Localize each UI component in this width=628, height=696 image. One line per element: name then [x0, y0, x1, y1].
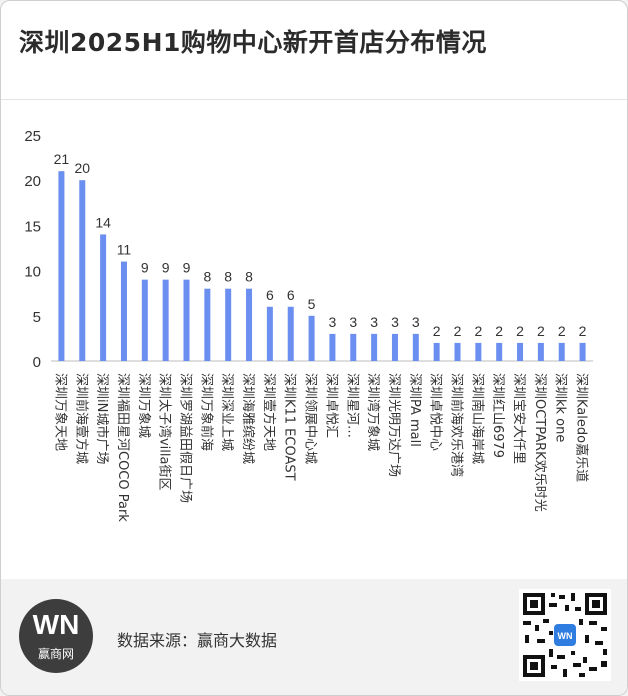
- bar: [433, 342, 440, 361]
- bar: [100, 234, 107, 361]
- bar: [475, 342, 482, 361]
- title-divider: [1, 99, 627, 100]
- bar: [266, 306, 273, 361]
- x-tick-label: 深圳PA mall: [407, 373, 422, 447]
- bar: [537, 342, 544, 361]
- data-label: 2: [558, 323, 566, 339]
- svg-text:WN: WN: [558, 631, 573, 641]
- data-label: 20: [74, 160, 90, 176]
- x-tick-label: 深圳星河…: [344, 373, 359, 438]
- data-label: 5: [308, 296, 316, 312]
- data-label: 6: [287, 287, 295, 303]
- bar: [162, 279, 169, 361]
- data-label: 2: [579, 323, 587, 339]
- x-tick-label: 深圳K11 ECOAST: [282, 373, 297, 481]
- x-tick-label: 深圳海雅缤纷城: [240, 373, 256, 464]
- x-tick-label: 深圳领展中心城: [303, 373, 318, 464]
- bar: [120, 261, 127, 361]
- x-tick-label: 深圳湾万象城: [365, 373, 381, 451]
- data-label: 9: [162, 260, 170, 276]
- data-label: 14: [95, 214, 111, 230]
- data-label: 9: [183, 260, 191, 276]
- data-label: 3: [349, 314, 357, 330]
- x-tick-label: 深圳壹方天地: [261, 373, 277, 451]
- bar-chart: 051015202521深圳万象天地20深圳前海壹方城14深圳iN城市广场11深…: [24, 128, 593, 522]
- x-tick-label: 深圳卓悦中心: [428, 373, 443, 451]
- bar: [391, 333, 398, 361]
- bar: [454, 342, 461, 361]
- bar: [79, 180, 86, 361]
- x-tick-label: 深圳南山海岸城: [469, 373, 485, 464]
- page-title: 深圳2025H1购物中心新开首店分布情况: [19, 28, 487, 57]
- bar: [371, 333, 378, 361]
- bar: [204, 288, 211, 361]
- qr-code-icon: WN: [519, 589, 611, 681]
- bar: [141, 279, 148, 361]
- x-tick-label: 深圳Kaledo嘉乐道: [574, 373, 589, 482]
- x-tick-label: 深圳前海欢乐港湾: [449, 373, 465, 477]
- x-tick-label: 深圳kk one: [553, 373, 568, 442]
- bar: [579, 342, 586, 361]
- y-tick-label: 25: [24, 128, 41, 145]
- winshang-logo: WN 赢商网: [19, 599, 93, 673]
- data-label: 8: [245, 269, 253, 285]
- data-label: 3: [329, 314, 337, 330]
- data-label: 3: [412, 314, 420, 330]
- y-tick-label: 5: [33, 309, 41, 326]
- y-tick-label: 15: [24, 218, 41, 235]
- data-label: 2: [433, 323, 441, 339]
- bar: [558, 342, 565, 361]
- bar: [517, 342, 524, 361]
- data-label: 8: [224, 269, 232, 285]
- data-label: 6: [266, 287, 274, 303]
- data-label: 8: [203, 269, 211, 285]
- bar: [308, 315, 315, 361]
- x-tick-label: 深圳万象前海: [198, 373, 214, 451]
- data-label: 21: [54, 151, 70, 167]
- x-tick-label: 深圳深业上城: [219, 373, 234, 451]
- y-tick-label: 10: [24, 264, 41, 281]
- x-tick-label: 深圳宝安大仟里: [511, 373, 526, 464]
- data-label: 3: [391, 314, 399, 330]
- bar: [329, 333, 336, 361]
- footer: WN 赢商网 数据来源：赢商大数据 WN: [1, 579, 627, 695]
- x-tick-label: 深圳光明万达广场: [386, 373, 401, 477]
- data-label: 2: [454, 323, 462, 339]
- bar: [412, 333, 419, 361]
- bar: [58, 171, 65, 361]
- data-label: 2: [495, 323, 503, 339]
- x-tick-label: 深圳红山6979: [490, 373, 506, 458]
- x-tick-label: 深圳太子湾villa街区: [157, 373, 173, 491]
- x-tick-label: 深圳万象城: [136, 373, 151, 438]
- data-label: 2: [516, 323, 524, 339]
- data-label: 2: [537, 323, 545, 339]
- data-label: 3: [370, 314, 378, 330]
- bar: [246, 288, 253, 361]
- x-tick-label: 深圳罗湖益田假日广场: [178, 373, 193, 503]
- x-tick-label: 深圳福田星河COCO Park: [115, 373, 130, 522]
- x-tick-label: 深圳万象天地: [52, 373, 67, 451]
- data-label: 9: [141, 260, 149, 276]
- logo-mark: WN: [32, 609, 80, 640]
- bar: [225, 288, 232, 361]
- y-tick-label: 20: [24, 173, 41, 190]
- x-tick-label: 深圳前海壹方城: [73, 373, 89, 464]
- logo-text: 赢商网: [37, 647, 74, 661]
- bar: [350, 333, 357, 361]
- bar: [287, 306, 294, 361]
- x-tick-label: 深圳OCTPARK欢乐时光: [532, 373, 547, 512]
- bar: [496, 342, 503, 361]
- data-label: 2: [474, 323, 482, 339]
- y-tick-label: 0: [33, 354, 41, 371]
- x-tick-label: 深圳iN城市广场: [94, 373, 110, 464]
- data-source: 数据来源：赢商大数据: [117, 631, 278, 650]
- bar: [183, 279, 190, 361]
- x-tick-label: 深圳卓悦汇: [323, 373, 338, 438]
- data-label: 11: [117, 242, 132, 258]
